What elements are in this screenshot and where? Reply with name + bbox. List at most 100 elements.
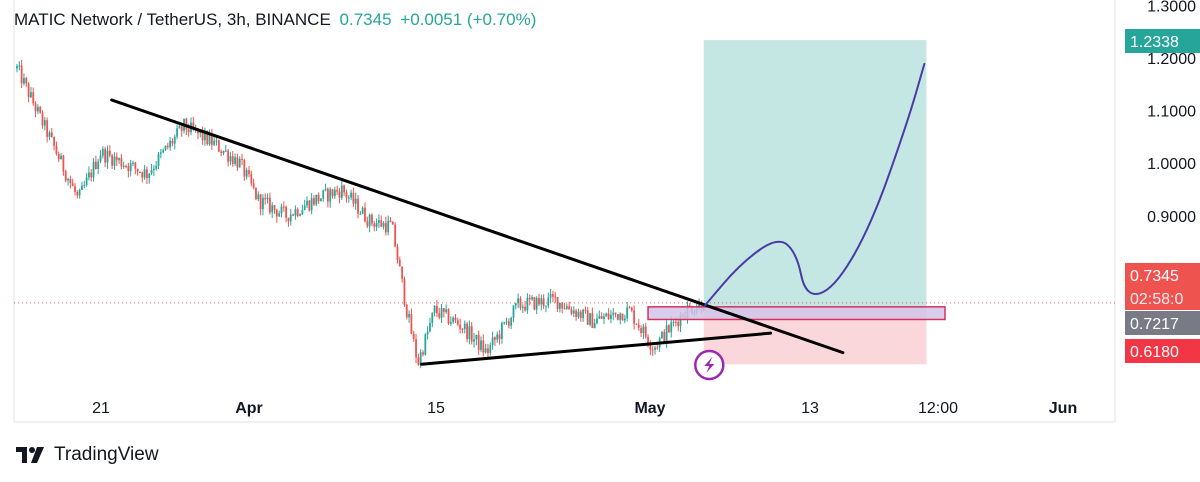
y-tick-label: 1.2000 bbox=[1147, 51, 1196, 68]
candle-body bbox=[320, 198, 322, 202]
candle-body bbox=[468, 326, 471, 340]
x-tick-label: 13 bbox=[801, 400, 819, 417]
candle-body bbox=[74, 186, 76, 193]
candle-body bbox=[271, 205, 274, 213]
candle-body bbox=[27, 83, 30, 98]
candle-body bbox=[470, 326, 473, 342]
candle-body bbox=[101, 148, 104, 156]
candle-body bbox=[55, 145, 58, 155]
candle-body bbox=[178, 126, 181, 129]
candle-body bbox=[176, 128, 178, 137]
candle-body bbox=[169, 140, 172, 148]
candle-body bbox=[637, 324, 640, 328]
price-label-last bbox=[1125, 263, 1200, 287]
candle-body bbox=[649, 344, 652, 350]
candle-body bbox=[375, 223, 378, 227]
candle-body bbox=[262, 197, 264, 210]
price-label-text: 1.2338 bbox=[1130, 34, 1179, 51]
price-label-stop bbox=[1125, 339, 1200, 363]
candle-body bbox=[491, 337, 494, 346]
candle-body bbox=[403, 278, 406, 305]
candle-body bbox=[498, 334, 501, 339]
candle-body bbox=[473, 339, 475, 342]
candle-body bbox=[477, 334, 480, 350]
tradingview-brand: TradingView bbox=[54, 444, 159, 465]
x-tick-label: Apr bbox=[235, 400, 263, 417]
candle-body bbox=[299, 214, 301, 216]
candle-body bbox=[378, 220, 380, 224]
candle-body bbox=[642, 326, 645, 333]
candle-body bbox=[206, 131, 209, 145]
candle-body bbox=[384, 222, 387, 233]
entry-zone-box[interactable] bbox=[647, 306, 946, 321]
candle-body bbox=[679, 314, 682, 327]
x-tick-label: May bbox=[634, 400, 665, 417]
candle-body bbox=[644, 326, 647, 337]
candle-body bbox=[505, 321, 508, 323]
candle-body bbox=[426, 331, 429, 335]
support-trendline[interactable] bbox=[420, 331, 773, 366]
candle-body bbox=[535, 298, 538, 310]
candle-body bbox=[563, 308, 566, 310]
resistance-trendline[interactable] bbox=[110, 98, 845, 355]
candle-body bbox=[398, 259, 401, 267]
candle-body bbox=[517, 298, 520, 304]
candle-body bbox=[357, 198, 359, 214]
candle-body bbox=[654, 347, 656, 350]
candle-body bbox=[507, 321, 510, 326]
candle-body bbox=[111, 155, 114, 166]
candle-body bbox=[199, 131, 202, 134]
price-change: +0.0051 (+0.70%) bbox=[400, 10, 537, 29]
candle-body bbox=[201, 131, 204, 141]
candle-body bbox=[336, 189, 339, 192]
candle-body bbox=[361, 207, 364, 214]
candle-body bbox=[220, 151, 223, 154]
candle-body bbox=[34, 103, 37, 112]
candle-body bbox=[166, 145, 169, 148]
candle-body bbox=[213, 140, 216, 145]
candle-body bbox=[540, 298, 543, 305]
candle-body bbox=[23, 78, 25, 84]
candle-body bbox=[575, 310, 578, 317]
projection-path[interactable] bbox=[702, 62, 926, 308]
candle-body bbox=[538, 298, 540, 305]
price-label-countdown bbox=[1125, 286, 1200, 310]
candle-body bbox=[180, 126, 183, 131]
candle-body bbox=[264, 197, 267, 200]
candle-body bbox=[387, 220, 390, 233]
candle-body bbox=[85, 177, 88, 185]
candle-body bbox=[104, 148, 107, 163]
candle-body bbox=[340, 185, 343, 198]
candle-body bbox=[185, 118, 188, 130]
candle-body bbox=[519, 298, 522, 308]
symbol-title[interactable]: MATIC Network / TetherUS, 3h, BINANCE bbox=[14, 10, 331, 29]
candle-body bbox=[326, 188, 329, 202]
candle-body bbox=[150, 170, 153, 174]
y-tick-label: 1.0000 bbox=[1147, 156, 1196, 173]
candle-body bbox=[20, 65, 23, 84]
candle-body bbox=[584, 309, 587, 311]
candle-body bbox=[456, 320, 459, 325]
candle-body bbox=[674, 321, 677, 323]
candle-body bbox=[159, 152, 162, 154]
candle-body bbox=[452, 317, 455, 323]
candle-body bbox=[16, 65, 18, 69]
candle-body bbox=[229, 156, 232, 162]
candle-body bbox=[88, 172, 90, 178]
candle-body bbox=[640, 327, 642, 333]
candle-body bbox=[670, 322, 673, 333]
candle-body bbox=[391, 222, 394, 225]
candle-body bbox=[547, 297, 550, 306]
price-label-text: 02:58:0 bbox=[1130, 291, 1183, 308]
candle-body bbox=[231, 156, 234, 164]
candle-body bbox=[18, 65, 21, 67]
candle-body bbox=[224, 150, 227, 152]
candle-body bbox=[510, 317, 513, 326]
candle-body bbox=[593, 323, 596, 329]
candle-body bbox=[635, 323, 638, 325]
candle-body bbox=[257, 194, 260, 200]
candle-body bbox=[405, 304, 408, 318]
candle-body bbox=[579, 311, 582, 319]
candle-body bbox=[572, 310, 575, 314]
